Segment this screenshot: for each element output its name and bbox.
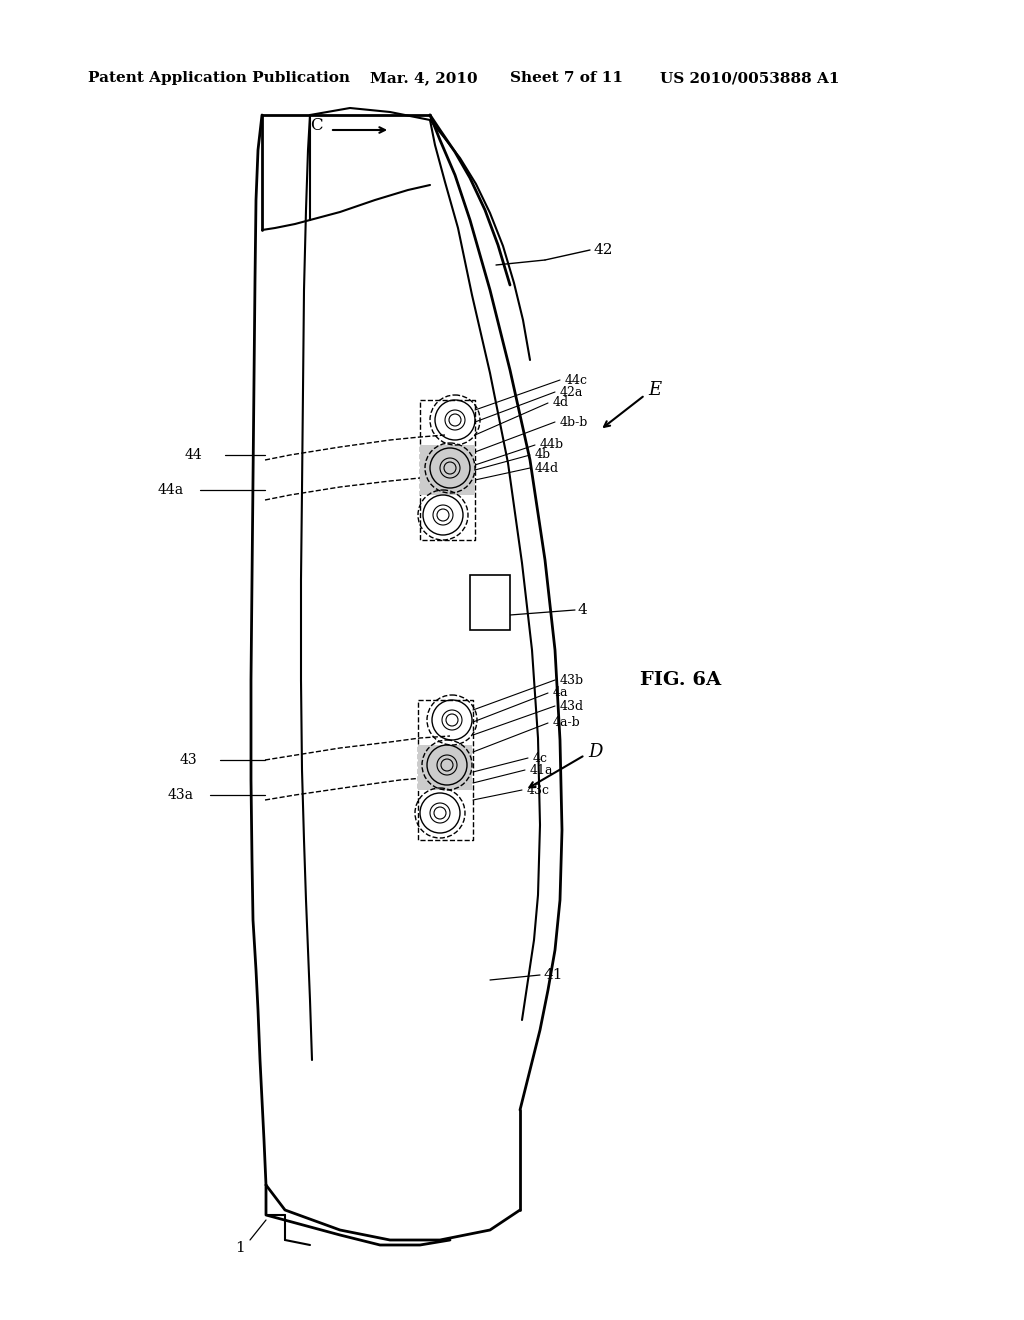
Text: 4: 4 [578, 603, 588, 616]
Text: 43d: 43d [560, 700, 584, 713]
Bar [418, 744, 472, 789]
Text: 1: 1 [234, 1241, 245, 1255]
Text: 43b: 43b [560, 673, 584, 686]
Text: 44c: 44c [565, 374, 588, 387]
Text: 44: 44 [185, 447, 203, 462]
Text: Mar. 4, 2010: Mar. 4, 2010 [370, 71, 477, 84]
Text: 4b-b: 4b-b [560, 416, 589, 429]
Text: 4b: 4b [535, 449, 551, 462]
Text: C: C [310, 116, 323, 133]
Text: 41a: 41a [530, 763, 554, 776]
Text: 4d: 4d [553, 396, 569, 409]
Text: 44a: 44a [158, 483, 184, 498]
Text: FIG. 6A: FIG. 6A [640, 671, 721, 689]
Text: 44b: 44b [540, 438, 564, 451]
Text: 42a: 42a [560, 385, 584, 399]
Text: 4a: 4a [553, 686, 568, 700]
Text: 43: 43 [180, 752, 198, 767]
Text: E: E [648, 381, 662, 399]
Text: 43c: 43c [527, 784, 550, 796]
Bar [470, 576, 510, 630]
Text: Sheet 7 of 11: Sheet 7 of 11 [510, 71, 623, 84]
Text: 43a: 43a [168, 788, 194, 803]
Text: 4a-b: 4a-b [553, 717, 581, 730]
Text: 42: 42 [593, 243, 612, 257]
Text: 44d: 44d [535, 462, 559, 474]
Text: 41: 41 [543, 968, 562, 982]
Text: D: D [588, 743, 602, 762]
Text: 4c: 4c [534, 751, 548, 764]
Bar [420, 445, 475, 495]
Text: US 2010/0053888 A1: US 2010/0053888 A1 [660, 71, 840, 84]
Text: Patent Application Publication: Patent Application Publication [88, 71, 350, 84]
